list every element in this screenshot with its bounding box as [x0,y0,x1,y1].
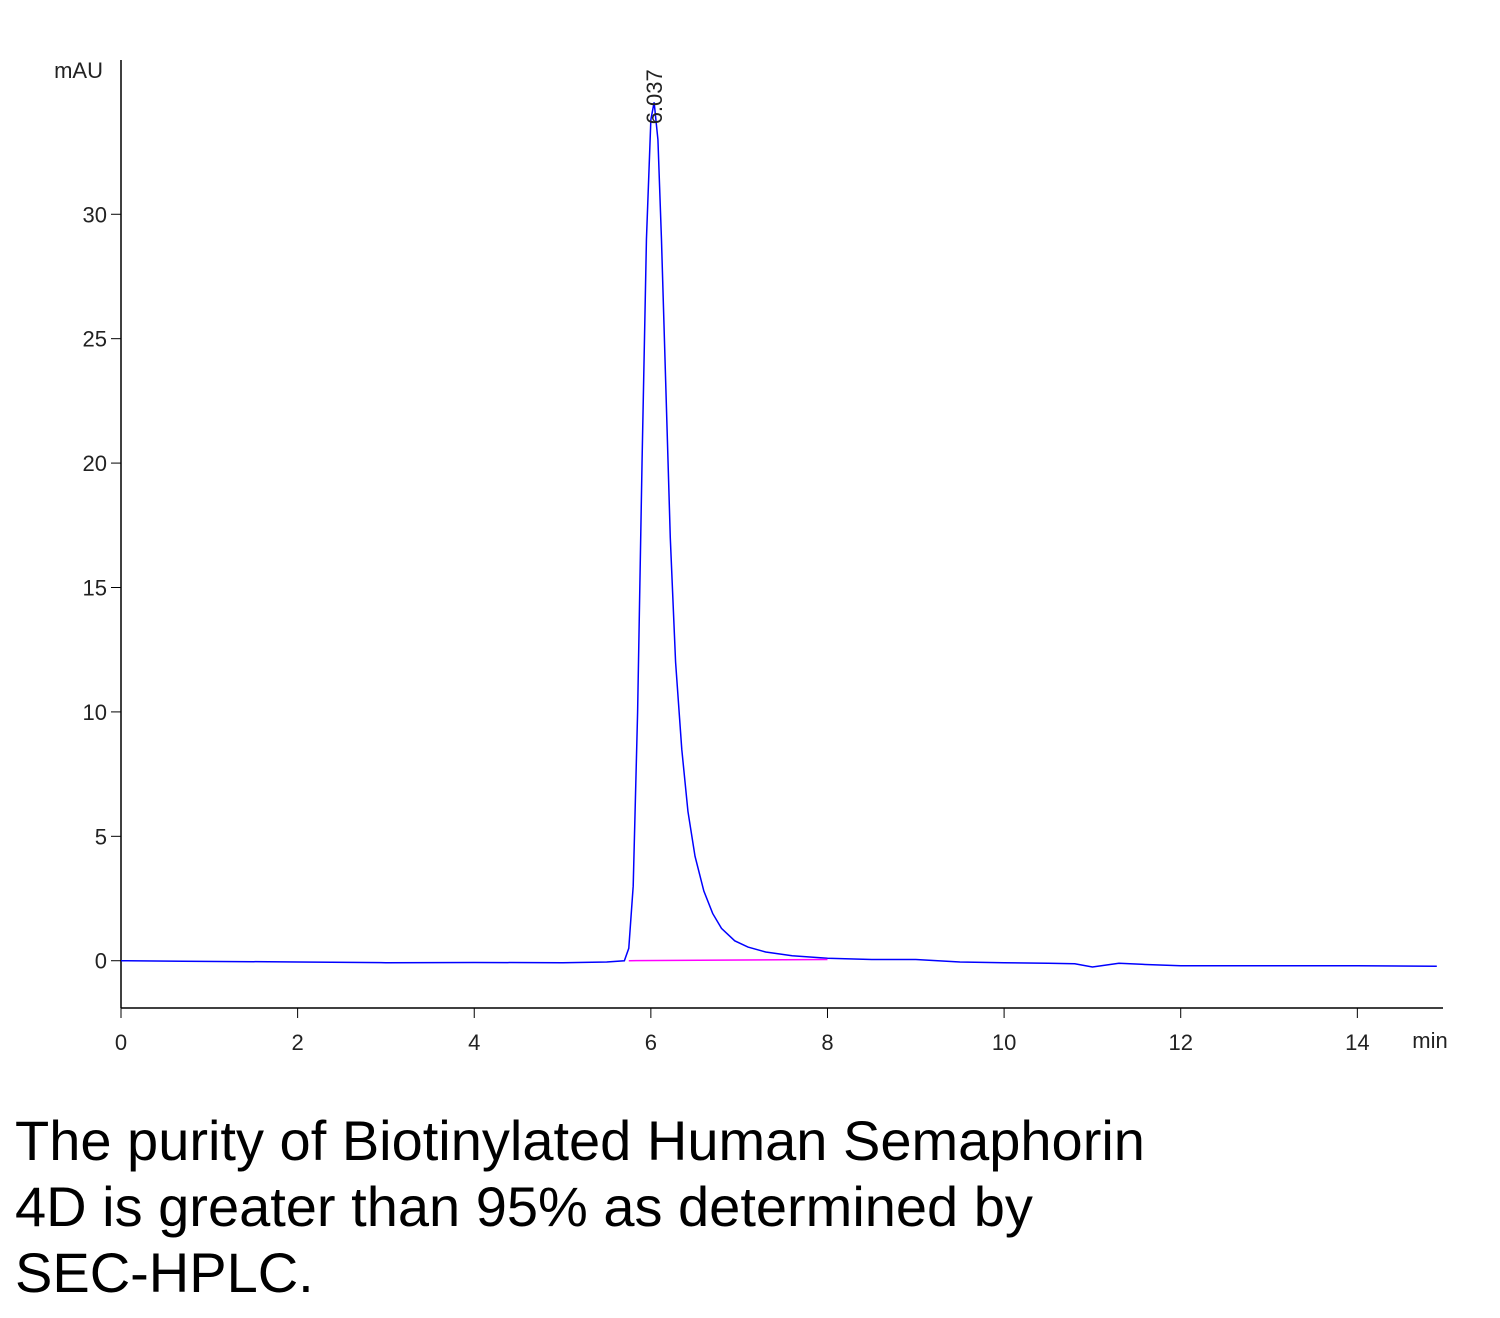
y-tick-label: 5 [95,824,107,849]
caption-line: 4D is greater than 95% as determined by [15,1175,1033,1238]
x-tick-label: 0 [115,1030,127,1055]
trace [628,958,828,962]
y-tick-label: 30 [83,202,107,227]
y-tick-label: 20 [83,451,107,476]
x-tick-label: 14 [1345,1030,1369,1055]
y-axis-label: mAU [54,58,103,83]
y-tick-label: 10 [83,700,107,725]
x-tick-label: 8 [821,1030,833,1055]
y-tick-label: 15 [83,575,107,600]
x-tick-label: 12 [1168,1030,1192,1055]
x-tick-label: 6 [645,1030,657,1055]
caption-line: SEC-HPLC. [15,1241,314,1304]
x-tick-label: 4 [468,1030,480,1055]
caption-line: The purity of Biotinylated Human Semapho… [15,1109,1145,1172]
trace [120,102,1437,968]
peak-label: 6.037 [642,69,667,124]
y-tick-label: 25 [83,327,107,352]
x-axis-label: min [1412,1028,1447,1053]
y-tick-label: 0 [95,949,107,974]
x-tick-label: 10 [992,1030,1016,1055]
x-tick-label: 2 [291,1030,303,1055]
